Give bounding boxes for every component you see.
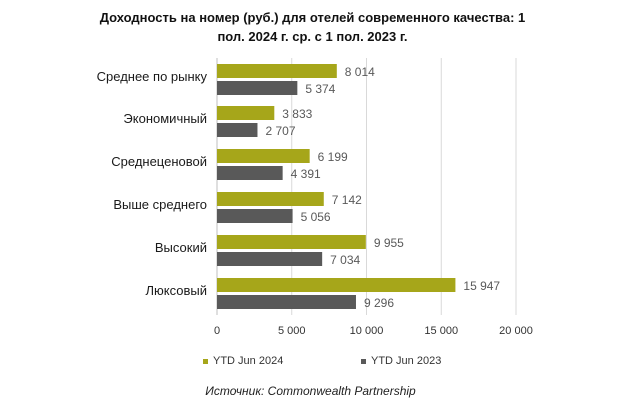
- category-label: Выше среднего: [113, 197, 207, 212]
- category-label: Экономичный: [123, 111, 207, 126]
- data-label-2023: 9 296: [364, 296, 394, 310]
- legend-item-2023: YTD Jun 2023: [361, 355, 441, 367]
- data-label-2023: 5 056: [301, 210, 331, 224]
- data-label-2023: 7 034: [330, 253, 360, 267]
- x-tick-label: 10 000: [350, 325, 384, 337]
- data-label-2024: 3 833: [282, 107, 312, 121]
- bar-2023: [217, 252, 323, 266]
- data-label-2023: 4 391: [291, 167, 321, 181]
- bar-2024: [217, 64, 337, 78]
- chart-title: Доходность на номер (руб.) для отелей со…: [40, 8, 585, 46]
- chart-title-line-1: Доходность на номер (руб.) для отелей со…: [99, 10, 526, 25]
- bar-2024: [217, 192, 324, 206]
- bar-2024: [217, 149, 310, 163]
- source-note: Источник: Commonwealth Partnership: [205, 384, 416, 398]
- bar-2023: [217, 81, 298, 95]
- legend-swatch-2024: [203, 358, 208, 364]
- legend: YTD Jun 2024 YTD Jun 2023: [0, 355, 621, 371]
- legend-item-2024: YTD Jun 2024: [203, 355, 283, 367]
- data-label-2024: 8 014: [345, 65, 375, 79]
- data-label-2024: 7 142: [332, 193, 362, 207]
- x-tick-label: 5 000: [278, 325, 306, 337]
- data-label-2024: 9 955: [374, 236, 404, 250]
- chart-title-line-2: пол. 2024 г. ср. с 1 пол. 2023 г.: [217, 29, 408, 44]
- x-tick-label: 0: [214, 325, 220, 337]
- x-axis-ticks: 0 5 000 10 000 15 000 20 000: [214, 325, 533, 337]
- category-label: Среднеценовой: [111, 154, 207, 169]
- legend-label-2024: YTD Jun 2024: [213, 355, 284, 367]
- category-label: Среднее по рынку: [97, 69, 208, 84]
- bars: [217, 64, 456, 309]
- bar-2023: [217, 295, 356, 309]
- category-label: Высокий: [155, 240, 207, 255]
- bar-2023: [217, 166, 283, 180]
- bar-2024: [217, 278, 456, 292]
- legend-swatch-2023: [361, 358, 366, 364]
- data-label-2024: 15 947: [463, 279, 500, 293]
- data-label-2023: 2 707: [265, 124, 295, 138]
- bar-2024: [217, 235, 366, 249]
- legend-label-2023: YTD Jun 2023: [371, 355, 442, 367]
- x-tick-label: 20 000: [499, 325, 533, 337]
- data-label-2023: 5 374: [305, 82, 335, 96]
- bar-2023: [217, 123, 258, 137]
- category-label: Люксовый: [145, 283, 207, 298]
- bar-2024: [217, 106, 275, 120]
- data-label-2024: 6 199: [318, 150, 348, 164]
- grid-lines: [216, 58, 517, 315]
- x-tick-label: 15 000: [424, 325, 458, 337]
- bar-2023: [217, 209, 293, 223]
- category-labels: Среднее по рынку Экономичный Среднеценовой…: [97, 69, 208, 298]
